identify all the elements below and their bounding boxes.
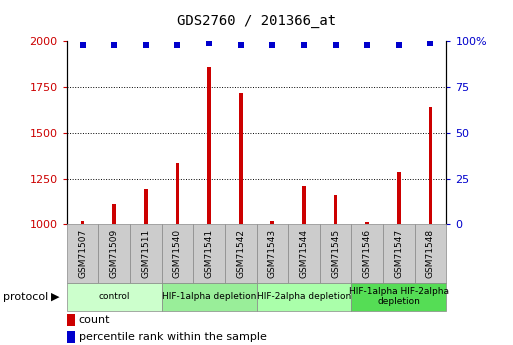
Point xyxy=(205,40,213,46)
Bar xyxy=(383,224,415,283)
Bar xyxy=(162,224,193,283)
Point xyxy=(173,42,182,48)
Text: control: control xyxy=(98,292,130,301)
Point xyxy=(394,42,403,48)
Point xyxy=(110,42,118,48)
Bar xyxy=(397,172,401,224)
Bar xyxy=(365,221,369,224)
Bar xyxy=(256,224,288,283)
Text: ▶: ▶ xyxy=(50,292,59,302)
Bar xyxy=(288,224,320,283)
Bar xyxy=(67,314,75,326)
Bar xyxy=(162,283,256,310)
Bar xyxy=(302,186,306,224)
Bar xyxy=(351,224,383,283)
Text: GSM71542: GSM71542 xyxy=(236,229,245,278)
Bar xyxy=(415,224,446,283)
Text: GSM71507: GSM71507 xyxy=(78,229,87,278)
Bar xyxy=(193,224,225,283)
Bar xyxy=(320,224,351,283)
Point xyxy=(331,42,340,48)
Text: HIF-1alpha depletion: HIF-1alpha depletion xyxy=(162,292,256,301)
Text: count: count xyxy=(79,315,110,325)
Text: HIF-1alpha HIF-2alpha
depletion: HIF-1alpha HIF-2alpha depletion xyxy=(349,287,449,306)
Text: GSM71540: GSM71540 xyxy=(173,229,182,278)
Text: percentile rank within the sample: percentile rank within the sample xyxy=(79,333,267,342)
Text: GSM71509: GSM71509 xyxy=(110,229,119,278)
Point xyxy=(300,42,308,48)
Bar xyxy=(270,220,274,224)
Bar xyxy=(67,224,98,283)
Bar xyxy=(428,107,432,224)
Point xyxy=(426,40,435,46)
Text: protocol: protocol xyxy=(3,292,48,302)
Text: GDS2760 / 201366_at: GDS2760 / 201366_at xyxy=(177,14,336,28)
Bar xyxy=(225,224,256,283)
Text: GSM71543: GSM71543 xyxy=(268,229,277,278)
Bar xyxy=(112,204,116,224)
Bar xyxy=(239,92,243,224)
Text: GSM71541: GSM71541 xyxy=(205,229,213,278)
Text: GSM71511: GSM71511 xyxy=(141,229,150,278)
Bar xyxy=(256,283,351,310)
Point xyxy=(78,42,87,48)
Bar xyxy=(175,163,180,224)
Bar xyxy=(144,189,148,224)
Text: GSM71546: GSM71546 xyxy=(363,229,372,278)
Point xyxy=(142,42,150,48)
Text: GSM71548: GSM71548 xyxy=(426,229,435,278)
Point xyxy=(236,42,245,48)
Bar xyxy=(207,67,211,224)
Text: GSM71545: GSM71545 xyxy=(331,229,340,278)
Point xyxy=(268,42,277,48)
Bar xyxy=(351,283,446,310)
Bar xyxy=(81,220,85,224)
Text: HIF-2alpha depletion: HIF-2alpha depletion xyxy=(257,292,351,301)
Bar xyxy=(67,283,162,310)
Text: GSM71544: GSM71544 xyxy=(300,229,308,278)
Bar xyxy=(98,224,130,283)
Bar xyxy=(333,195,338,224)
Bar xyxy=(67,331,75,343)
Text: GSM71547: GSM71547 xyxy=(394,229,403,278)
Point xyxy=(363,42,371,48)
Bar xyxy=(130,224,162,283)
